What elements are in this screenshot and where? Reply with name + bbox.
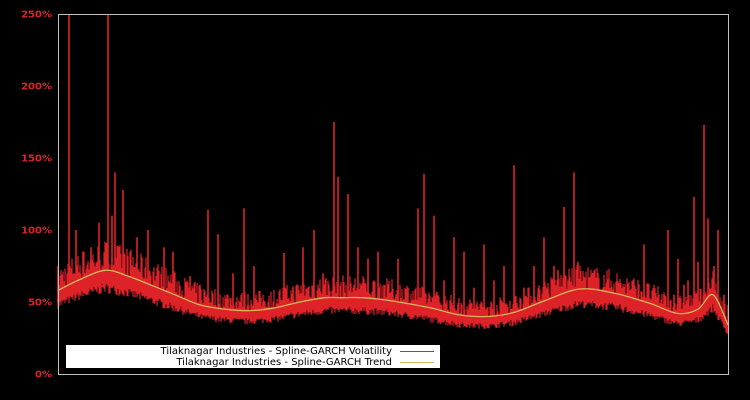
y-tick-label: 50%	[28, 297, 52, 309]
plot-area-border	[58, 14, 729, 375]
legend-label-trend: Tilaknagar Industries - Spline-GARCH Tre…	[176, 356, 392, 368]
legend-item-volatility: Tilaknagar Industries - Spline-GARCH Vol…	[161, 345, 440, 357]
y-tick-label: 0%	[35, 369, 52, 381]
legend-item-trend: Tilaknagar Industries - Spline-GARCH Tre…	[176, 356, 440, 368]
legend-label-volatility: Tilaknagar Industries - Spline-GARCH Vol…	[160, 345, 392, 357]
trend-series	[57, 269, 729, 326]
legend-swatch-volatility	[400, 350, 434, 352]
y-tick-label: 150%	[21, 153, 52, 165]
y-tick-label: 100%	[21, 225, 52, 237]
legend-swatch-trend	[400, 361, 434, 363]
y-tick-label: 250%	[21, 9, 52, 21]
legend: Tilaknagar Industries - Spline-GARCH Vol…	[66, 345, 440, 368]
y-tick-label: 200%	[21, 81, 52, 93]
